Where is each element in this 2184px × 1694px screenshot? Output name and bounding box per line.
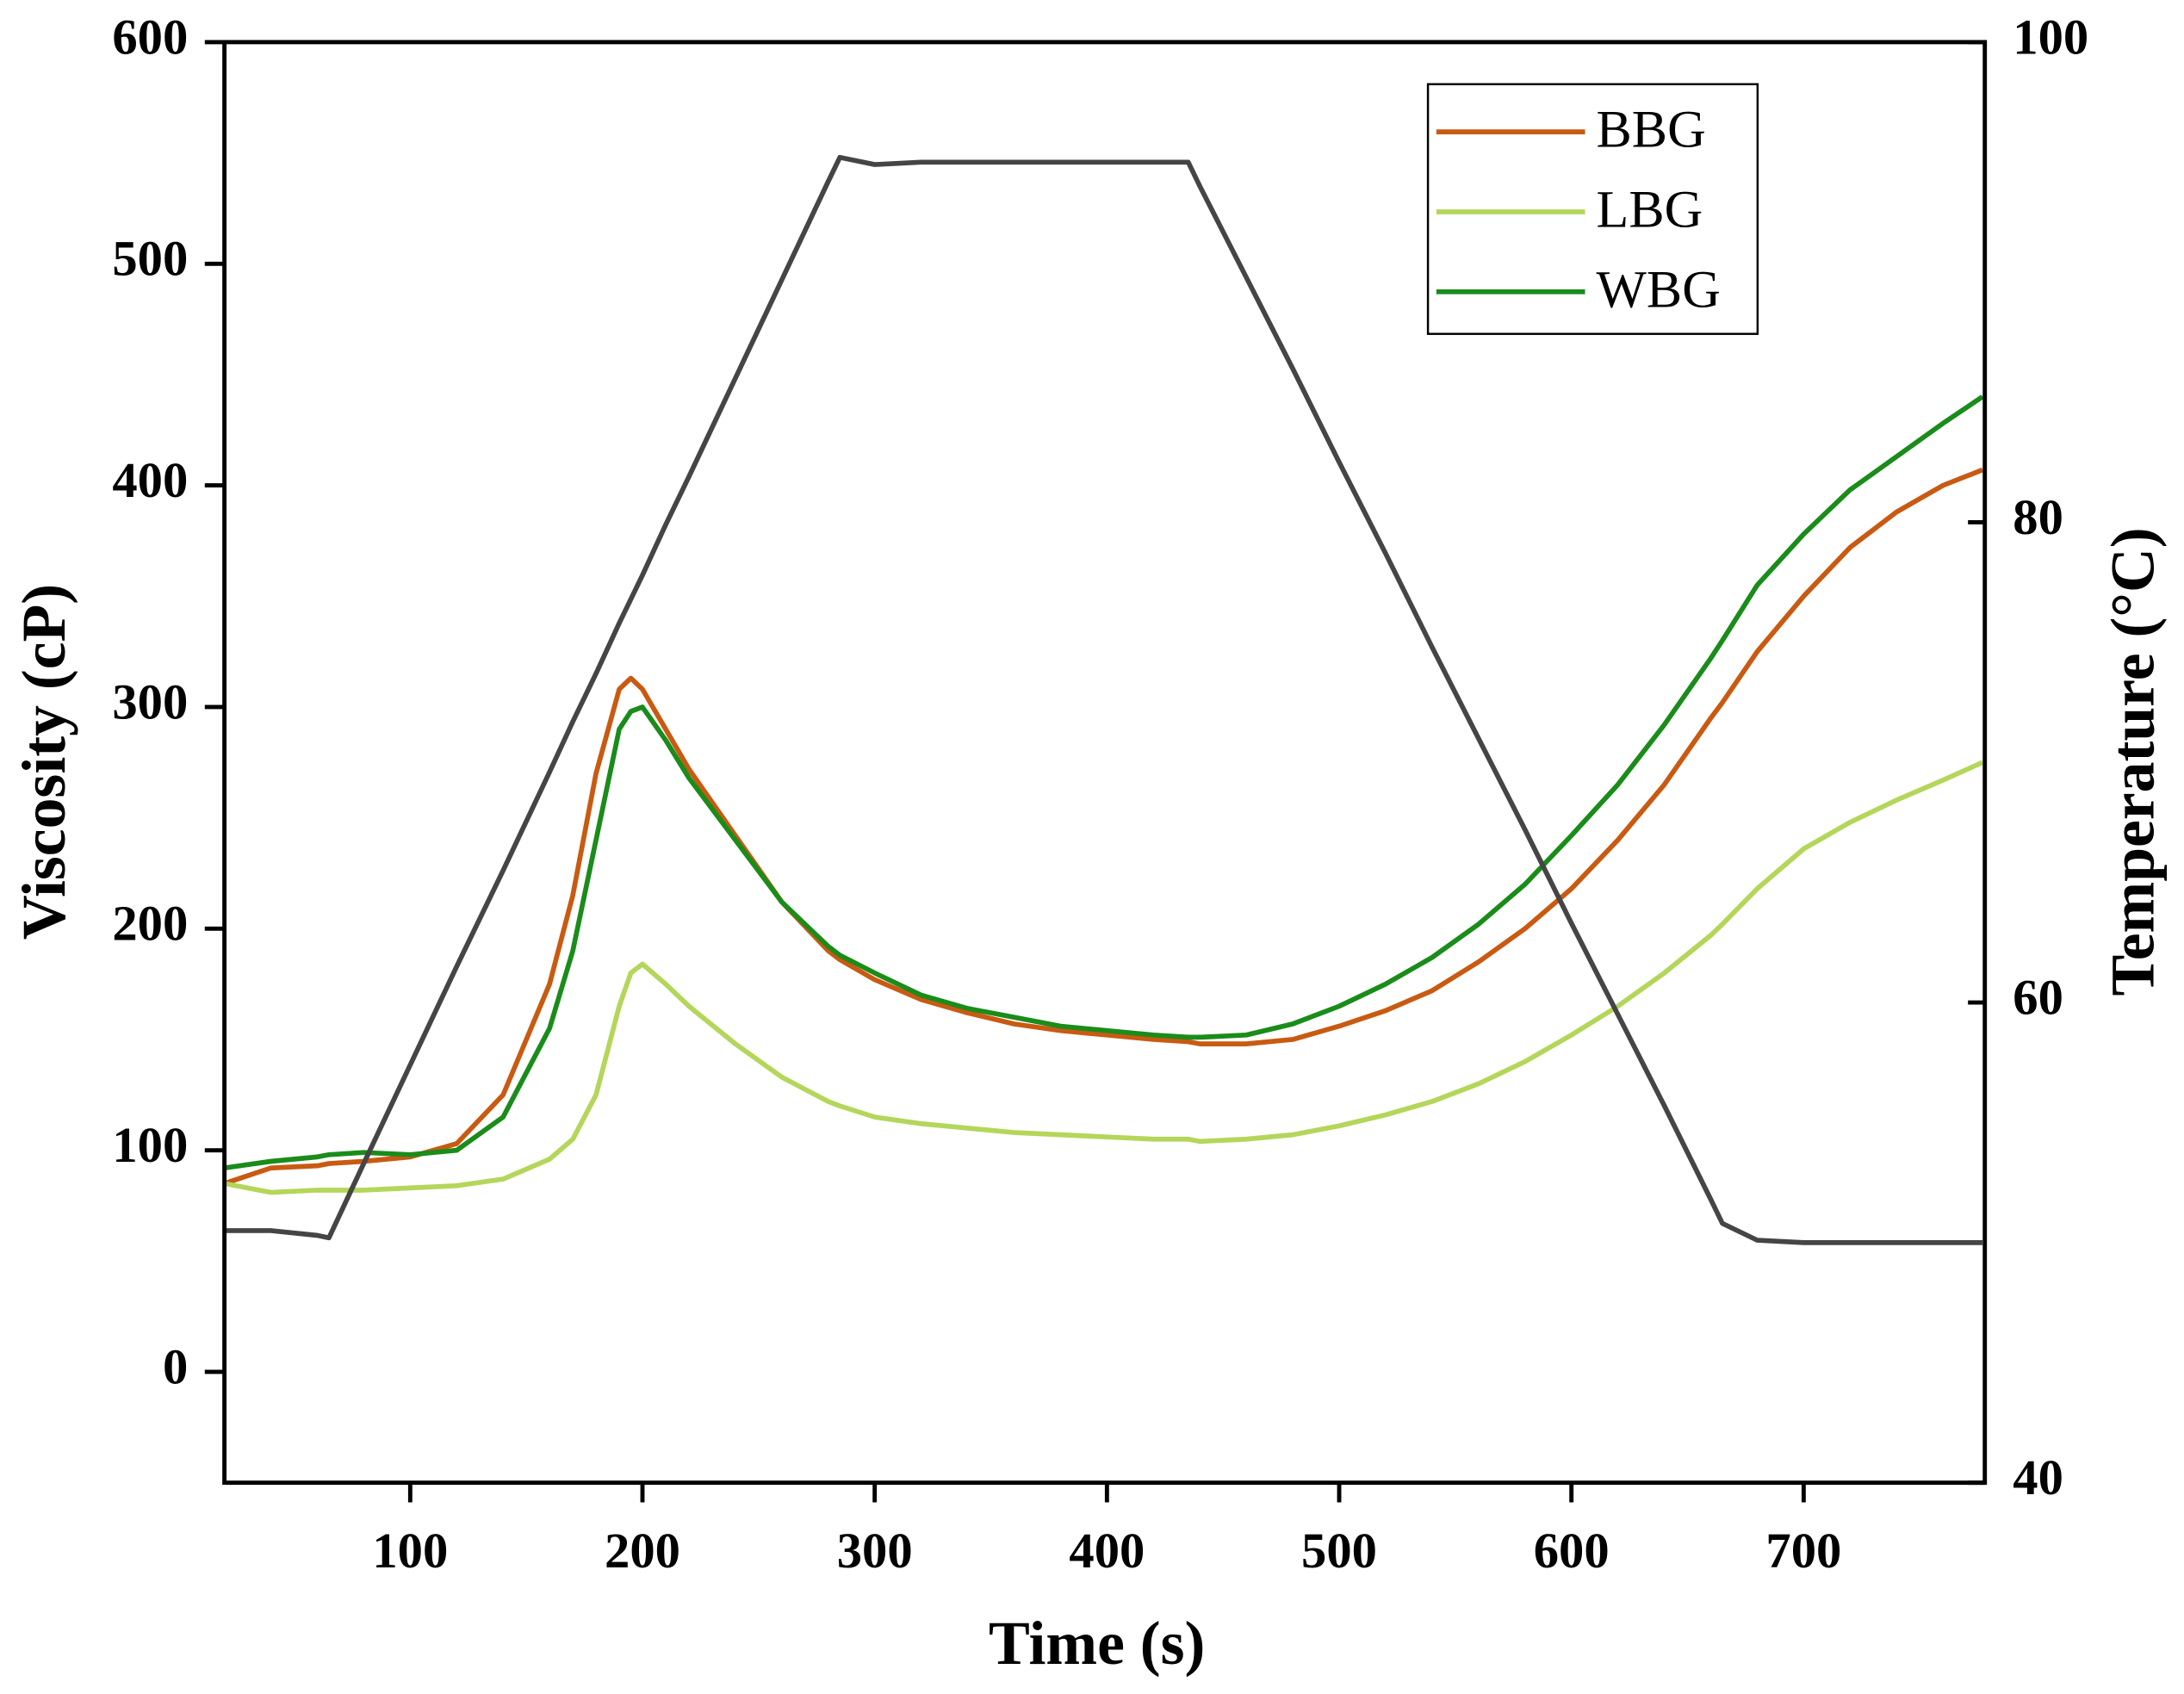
x-tick-label: 400 xyxy=(1069,1523,1145,1579)
x-tick-label: 500 xyxy=(1301,1523,1377,1579)
legend-label: WBG xyxy=(1597,260,1721,319)
series-line xyxy=(223,467,1984,1186)
plot-frame xyxy=(222,40,1988,1486)
series-line xyxy=(224,154,1983,1245)
legend-label: BBG xyxy=(1597,101,1706,159)
y-tick-label: 500 xyxy=(112,231,188,287)
series-line xyxy=(224,394,1984,1171)
y-axis-title: Viscosity (cP) xyxy=(9,584,78,940)
y-tick-label: 0 xyxy=(163,1338,188,1394)
y2-tick-label: 40 xyxy=(2013,1449,2063,1505)
legend-box xyxy=(1426,83,1759,335)
y2-tick-label: 80 xyxy=(2013,489,2063,545)
y2-tick-label: 60 xyxy=(2013,970,2063,1026)
x-tick-label: 300 xyxy=(837,1523,913,1579)
x-tick-label: 100 xyxy=(372,1523,448,1579)
x-tick-label: 200 xyxy=(605,1523,680,1579)
y-tick-label: 100 xyxy=(112,1117,188,1173)
x-tick-label: 700 xyxy=(1765,1523,1841,1579)
y-tick-label: 400 xyxy=(112,452,188,508)
series-line xyxy=(224,760,1984,1195)
y2-tick-label: 100 xyxy=(2013,9,2088,65)
y-tick-label: 300 xyxy=(112,673,188,729)
legend-label: LBG xyxy=(1597,180,1703,239)
y2-axis-title: Temperature (°C) xyxy=(2098,527,2167,996)
x-tick-label: 600 xyxy=(1534,1523,1610,1579)
y-tick-label: 600 xyxy=(112,9,188,65)
y-tick-label: 200 xyxy=(112,896,188,952)
x-axis-title: Time (s) xyxy=(989,1609,1205,1678)
